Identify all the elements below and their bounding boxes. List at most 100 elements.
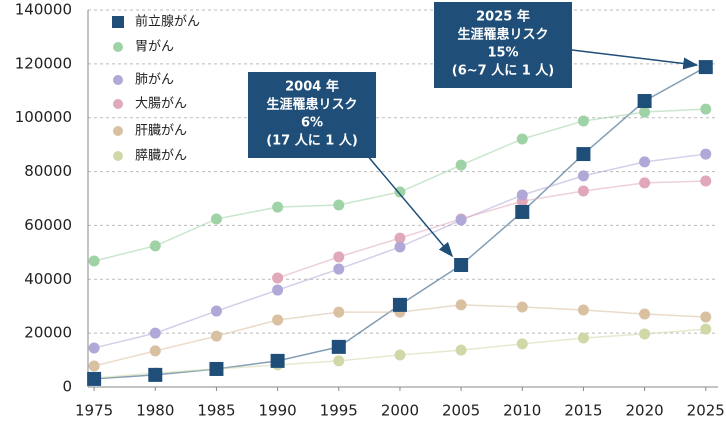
x-tick-label: 2005 (442, 402, 480, 420)
marker (333, 251, 345, 263)
marker (394, 232, 406, 244)
x-tick-label: 2010 (503, 402, 541, 420)
annotation-arrow (571, 49, 699, 70)
annotation-text: 2004 年 (285, 79, 339, 95)
y-tick-label: 40000 (24, 270, 72, 288)
annotation-box (434, 2, 572, 88)
x-tick-label: 1975 (75, 402, 113, 420)
series-line (94, 66, 707, 380)
marker (516, 189, 528, 201)
marker (639, 106, 651, 118)
marker (700, 103, 712, 115)
x-tick-label: 2000 (381, 402, 419, 420)
legend-label: 前立腺がん (135, 14, 200, 30)
marker (516, 338, 528, 350)
y-tick-label: 0 (62, 378, 72, 396)
marker (149, 327, 161, 339)
annotation-arrow (365, 153, 454, 258)
x-tick-label: 2020 (626, 402, 664, 420)
marker (700, 175, 712, 187)
annotation-text: (17 人に 1 人) (266, 133, 358, 149)
annotation-text: (6~7 人に 1 人) (452, 63, 555, 79)
marker (639, 177, 651, 189)
marker (516, 133, 528, 145)
marker (577, 115, 589, 127)
marker (576, 147, 591, 162)
marker (394, 349, 406, 361)
marker (394, 186, 406, 198)
y-tick-label: 140000 (15, 1, 72, 19)
marker (333, 263, 345, 275)
marker (272, 201, 284, 213)
x-tick-label: 2025 (687, 402, 725, 420)
annotation-text: 生涯罹患リスク (266, 97, 357, 113)
legend-marker (113, 99, 123, 109)
annotation-text: 2025 年 (476, 9, 530, 25)
marker (333, 355, 345, 367)
y-tick-label: 20000 (24, 324, 72, 342)
legend-label: 大腸がん (135, 97, 187, 112)
marker (516, 301, 528, 313)
marker (331, 339, 346, 354)
marker (639, 308, 651, 320)
marker (577, 332, 589, 344)
marker (87, 371, 102, 386)
x-tick-label: 1995 (320, 402, 358, 420)
marker (270, 353, 285, 368)
marker (209, 361, 224, 376)
annotation-box (248, 72, 376, 158)
marker (149, 345, 161, 357)
marker (210, 330, 222, 342)
annotation-text: 生涯罹患リスク (457, 27, 548, 43)
marker (577, 185, 589, 197)
marker (333, 306, 345, 318)
marker (392, 297, 407, 312)
marker (210, 305, 222, 317)
y-tick-label: 60000 (24, 216, 72, 234)
y-tick-label: 120000 (15, 54, 72, 72)
y-tick-label: 80000 (24, 162, 72, 180)
marker (88, 342, 100, 354)
legend-marker (113, 42, 123, 52)
x-tick-label: 2015 (564, 402, 602, 420)
marker (637, 94, 652, 109)
legend-marker (113, 151, 123, 161)
marker (272, 272, 284, 284)
legend-marker (113, 75, 123, 85)
marker (88, 255, 100, 267)
marker (700, 311, 712, 323)
marker (639, 328, 651, 340)
legend-label: 肝臓がん (135, 124, 187, 139)
marker (455, 159, 467, 171)
marker (515, 204, 530, 219)
marker (700, 323, 712, 335)
marker (210, 213, 222, 225)
marker (148, 367, 163, 382)
legend-label: 膵臓がん (135, 149, 187, 164)
marker (88, 360, 100, 372)
marker (455, 214, 467, 226)
marker (272, 284, 284, 296)
marker (577, 170, 589, 182)
annotation-text: 15% (487, 46, 518, 61)
x-tick-label: 1980 (136, 402, 174, 420)
marker (149, 240, 161, 252)
legend-label: 胃がん (135, 40, 174, 55)
legend-marker (113, 126, 123, 136)
x-tick-label: 1990 (259, 402, 297, 420)
marker (700, 148, 712, 160)
marker (394, 241, 406, 253)
y-tick-label: 100000 (15, 108, 72, 126)
marker (454, 258, 469, 273)
x-tick-label: 1985 (197, 402, 235, 420)
annotation-text: 6% (301, 116, 323, 131)
series-line (277, 180, 706, 279)
legend-label: 肺がん (135, 73, 174, 88)
marker (455, 344, 467, 356)
legend-marker (112, 16, 124, 28)
marker (698, 60, 713, 75)
marker (577, 304, 589, 316)
marker (455, 299, 467, 311)
marker (333, 199, 345, 211)
